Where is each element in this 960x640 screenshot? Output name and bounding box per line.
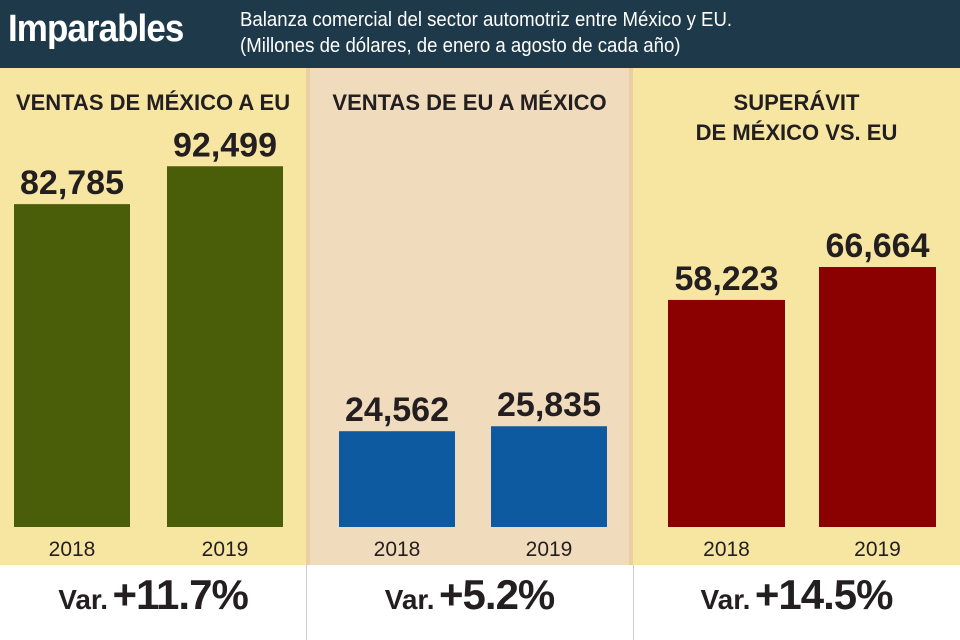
- bar-value-label: 24,562: [345, 391, 449, 429]
- bar-value-label: 92,499: [173, 126, 277, 164]
- category-label: 2019: [854, 538, 901, 561]
- variation-label: Var.: [58, 584, 109, 615]
- category-label: 2018: [374, 538, 421, 561]
- bar-1-2019: [491, 426, 607, 527]
- bar-value-label: 66,664: [826, 227, 930, 265]
- divider: [306, 565, 307, 640]
- variation-value: +5.2%: [439, 571, 555, 618]
- bar-value-label: 82,785: [20, 164, 124, 202]
- variation-mexico-to-us: Var. +11.7%: [0, 571, 306, 619]
- variation-value: +14.5%: [754, 571, 894, 618]
- variation-surplus: Var. +14.5%: [633, 571, 960, 619]
- variation-row-us-to-mexico: Var. +5.2%: [306, 565, 633, 640]
- bar-value-label: 58,223: [675, 260, 779, 298]
- bar-value-label: 25,835: [497, 386, 601, 424]
- variation-us-to-mexico: Var. +5.2%: [306, 571, 633, 619]
- bar-0-2019: [167, 166, 283, 527]
- category-label: 2019: [202, 538, 249, 561]
- page-subtitle: Balanza comercial del sector automotriz …: [240, 7, 732, 59]
- bar-2-2019: [819, 267, 936, 527]
- variation-label: Var.: [700, 584, 751, 615]
- subtitle-line-2: (Millones de dólares, de enero a agosto …: [240, 35, 681, 57]
- header-bar: Imparables Balanza comercial del sector …: [0, 0, 960, 68]
- divider: [633, 565, 634, 640]
- panel-title-mexico-to-us: VENTAS DE MÉXICO A EU: [15, 90, 291, 115]
- variation-label: Var.: [384, 584, 435, 615]
- category-label: 2019: [526, 538, 573, 561]
- bar-2-2018: [668, 299, 785, 527]
- panel-title-us-to-mexico: VENTAS DE EU A MÉXICO: [332, 90, 607, 115]
- bar-1-2018: [339, 431, 455, 527]
- variation-row-mexico-to-us: Var. +11.7%: [0, 565, 306, 640]
- bar-0-2018: [14, 204, 130, 528]
- category-label: 2018: [703, 538, 750, 561]
- variation-row-surplus: Var. +14.5%: [633, 565, 960, 640]
- page-title: Imparables: [8, 8, 184, 50]
- subtitle-line-1: Balanza comercial del sector automotriz …: [240, 9, 733, 31]
- panel-title-surplus: SUPERÁVIT DE MÉXICO VS. EU: [695, 90, 898, 145]
- variation-value: +11.7%: [112, 571, 248, 618]
- category-label: 2018: [49, 538, 96, 561]
